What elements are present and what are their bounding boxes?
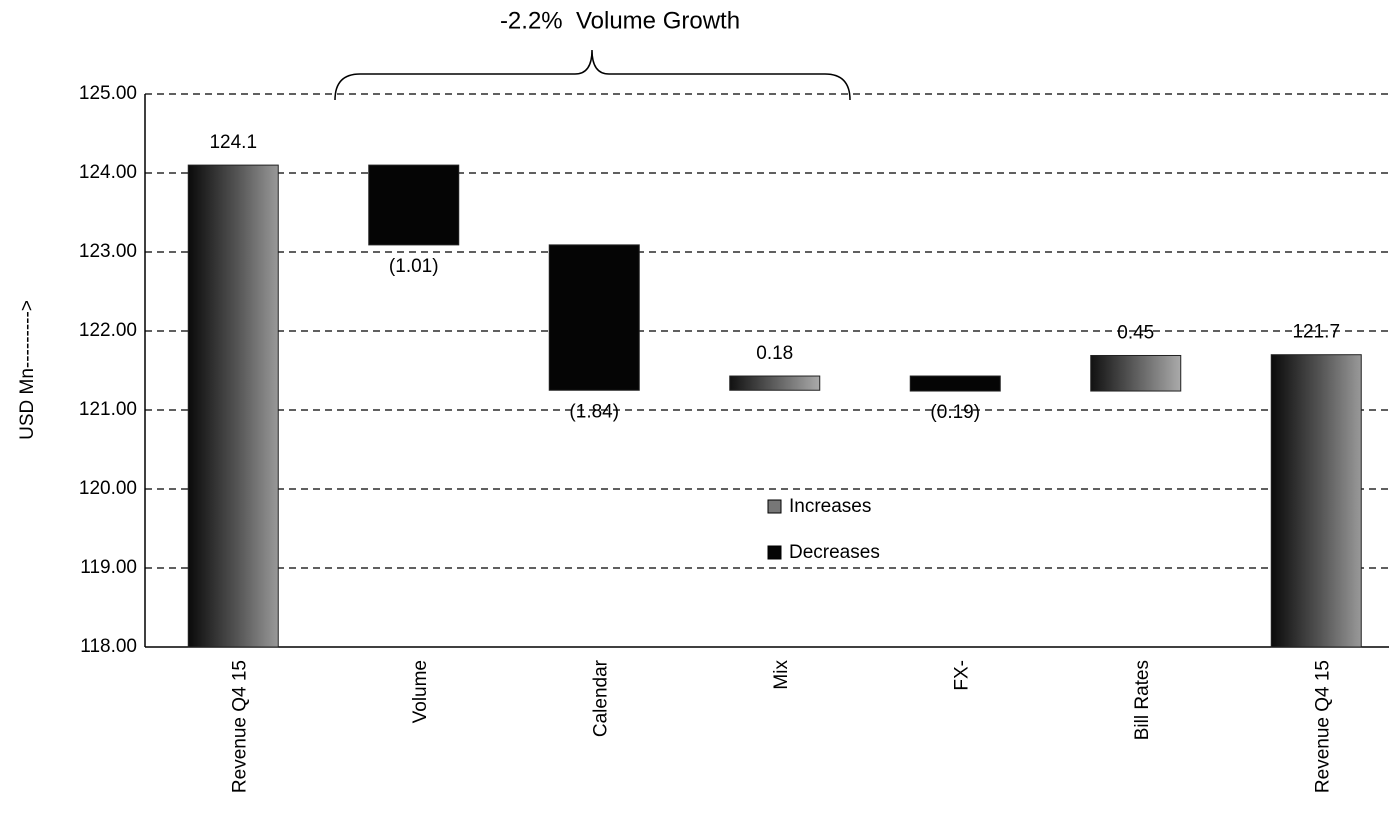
- legend-swatch: [767, 499, 782, 514]
- x-tick-label: Revenue Q4 15: [229, 660, 250, 793]
- x-tick-label: FX-: [951, 660, 972, 691]
- data-label: 0.45: [1117, 323, 1154, 344]
- x-tick-label: Mix: [771, 660, 792, 690]
- y-tick-label: 122.00: [79, 320, 137, 341]
- x-tick-label: Calendar: [590, 659, 611, 737]
- bar: [548, 244, 640, 391]
- bar: [729, 375, 821, 391]
- data-label: (1.84): [569, 401, 619, 422]
- y-tick-label: 123.00: [79, 241, 137, 262]
- legend-label: Increases: [789, 496, 871, 517]
- y-axis-label: USD Mn--------->: [17, 300, 38, 440]
- annotation: -2.2% Volume Growth: [500, 7, 740, 34]
- y-tick-label: 119.00: [80, 557, 137, 578]
- y-tick-label: 121.00: [79, 399, 137, 420]
- brace: [334, 49, 851, 101]
- bar: [1270, 354, 1362, 648]
- data-label: (0.19): [930, 402, 980, 423]
- data-label: 124.1: [209, 132, 257, 153]
- data-label: 121.7: [1292, 322, 1340, 343]
- y-tick-label: 125.00: [79, 83, 137, 104]
- bar: [1090, 354, 1182, 392]
- legend-swatch: [767, 545, 782, 560]
- x-tick-label: Revenue Q4 15: [1312, 660, 1333, 793]
- data-label: (1.01): [389, 256, 439, 277]
- y-tick-label: 124.00: [79, 162, 137, 183]
- y-tick-label: 118.00: [80, 636, 137, 657]
- y-tick-label: 120.00: [79, 478, 137, 499]
- bar: [187, 164, 279, 648]
- x-tick-label: Volume: [410, 660, 431, 723]
- data-label: 0.18: [756, 343, 793, 364]
- bar: [368, 164, 460, 246]
- bar: [909, 375, 1001, 392]
- legend-label: Decreases: [789, 542, 880, 563]
- x-tick-label: Bill Rates: [1132, 660, 1153, 740]
